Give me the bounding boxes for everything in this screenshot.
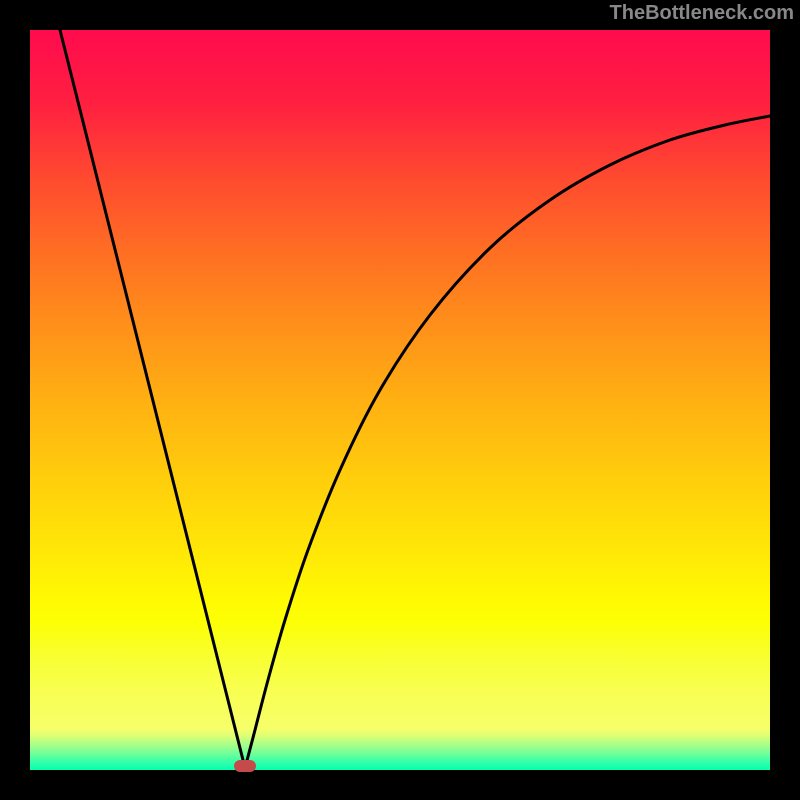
chart-container: TheBottleneck.com xyxy=(0,0,800,800)
minimum-marker xyxy=(234,760,256,772)
bottleneck-curve xyxy=(30,30,770,770)
watermark-text: TheBottleneck.com xyxy=(610,2,794,25)
plot-area xyxy=(30,30,770,770)
